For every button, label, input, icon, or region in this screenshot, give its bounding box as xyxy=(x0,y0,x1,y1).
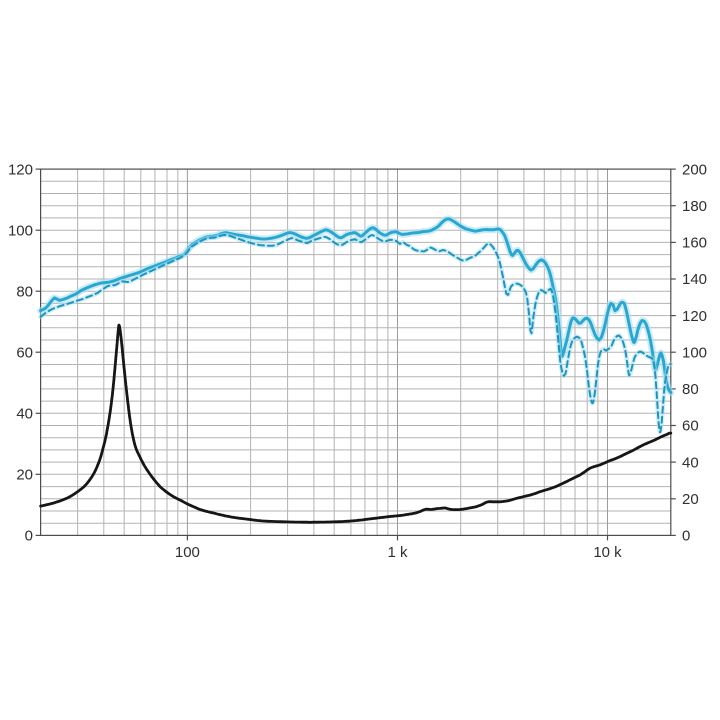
svg-text:140: 140 xyxy=(682,271,707,288)
svg-text:0: 0 xyxy=(25,528,33,545)
svg-text:40: 40 xyxy=(682,454,699,471)
svg-text:20: 20 xyxy=(682,491,699,508)
svg-text:20: 20 xyxy=(16,467,33,484)
svg-text:200: 200 xyxy=(682,161,707,178)
svg-text:40: 40 xyxy=(16,406,33,423)
svg-text:100: 100 xyxy=(175,544,200,561)
svg-text:180: 180 xyxy=(682,198,707,215)
svg-text:1 k: 1 k xyxy=(387,544,408,561)
svg-text:60: 60 xyxy=(16,344,33,361)
svg-text:160: 160 xyxy=(682,235,707,252)
svg-text:60: 60 xyxy=(682,418,699,435)
svg-text:100: 100 xyxy=(682,344,707,361)
svg-text:120: 120 xyxy=(682,308,707,325)
svg-text:0: 0 xyxy=(682,528,690,545)
svg-text:100: 100 xyxy=(8,222,33,239)
svg-text:10 k: 10 k xyxy=(593,544,622,561)
svg-text:80: 80 xyxy=(682,381,699,398)
svg-text:120: 120 xyxy=(8,161,33,178)
svg-text:80: 80 xyxy=(16,283,33,300)
